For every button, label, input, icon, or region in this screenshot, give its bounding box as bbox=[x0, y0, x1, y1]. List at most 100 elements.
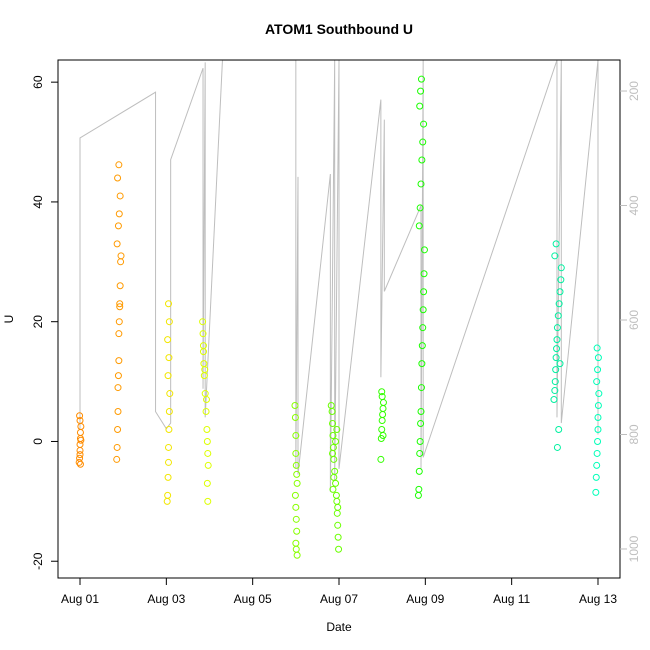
data-point bbox=[550, 396, 558, 404]
data-point bbox=[551, 378, 559, 386]
data-point bbox=[114, 425, 122, 433]
data-point bbox=[77, 422, 85, 430]
x-tick-label: Aug 11 bbox=[493, 592, 530, 606]
data-point bbox=[420, 120, 428, 128]
data-point bbox=[416, 449, 424, 457]
y2-tick-label: 800 bbox=[627, 424, 641, 444]
data-point bbox=[333, 425, 341, 433]
data-point bbox=[417, 180, 425, 188]
data-point bbox=[76, 460, 84, 468]
data-point bbox=[551, 252, 559, 260]
data-point bbox=[334, 503, 342, 511]
data-point bbox=[201, 366, 209, 374]
data-point bbox=[379, 411, 387, 419]
data-point bbox=[377, 455, 385, 463]
data-point bbox=[378, 425, 386, 433]
data-point bbox=[414, 491, 422, 499]
data-point bbox=[164, 336, 172, 344]
data-point bbox=[594, 425, 602, 433]
y-tick-label: 40 bbox=[31, 195, 45, 209]
data-point bbox=[200, 360, 208, 368]
data-point bbox=[593, 461, 601, 469]
data-point bbox=[552, 354, 560, 362]
data-point bbox=[199, 342, 207, 350]
data-point bbox=[417, 87, 425, 95]
data-point bbox=[593, 344, 601, 352]
data-point bbox=[334, 533, 342, 541]
data-point bbox=[557, 276, 565, 284]
data-point bbox=[164, 491, 172, 499]
data-point bbox=[291, 414, 299, 422]
data-point bbox=[163, 497, 171, 505]
y2-tick-label: 400 bbox=[627, 195, 641, 215]
data-point bbox=[165, 318, 173, 326]
data-point bbox=[293, 470, 301, 478]
y2-tick-label: 200 bbox=[627, 81, 641, 101]
data-point bbox=[200, 372, 208, 380]
data-point bbox=[204, 449, 212, 457]
data-point bbox=[114, 408, 122, 416]
x-tick-label: Aug 09 bbox=[406, 592, 444, 606]
data-point bbox=[77, 436, 85, 444]
data-point bbox=[76, 428, 84, 436]
data-point bbox=[117, 252, 125, 260]
data-point bbox=[328, 408, 336, 416]
data-point bbox=[292, 545, 300, 553]
data-point bbox=[332, 491, 340, 499]
data-point bbox=[329, 449, 337, 457]
data-point bbox=[165, 300, 173, 308]
data-point bbox=[332, 479, 340, 487]
data-point bbox=[204, 461, 212, 469]
data-point bbox=[555, 425, 563, 433]
data-point bbox=[593, 378, 601, 386]
y-tick-label: 20 bbox=[31, 315, 45, 329]
data-point bbox=[329, 419, 337, 427]
data-point bbox=[418, 342, 426, 350]
data-point bbox=[552, 240, 560, 248]
y-axis-label: U bbox=[2, 315, 16, 324]
data-point bbox=[115, 330, 123, 338]
data-point bbox=[551, 387, 559, 395]
x-tick-label: Aug 07 bbox=[320, 592, 358, 606]
data-point bbox=[292, 461, 300, 469]
data-point bbox=[202, 396, 210, 404]
data-point bbox=[165, 458, 173, 466]
data-point bbox=[553, 443, 561, 451]
y-tick-label: 60 bbox=[31, 75, 45, 89]
data-point bbox=[115, 210, 123, 218]
pressure-line bbox=[79, 60, 599, 492]
data-point bbox=[115, 318, 123, 326]
data-point bbox=[166, 390, 174, 398]
data-point bbox=[76, 417, 84, 425]
data-point bbox=[556, 288, 564, 296]
data-point bbox=[420, 270, 428, 278]
data-point bbox=[202, 408, 210, 416]
data-point bbox=[114, 372, 122, 380]
data-point bbox=[553, 324, 561, 332]
data-point bbox=[415, 485, 423, 493]
data-point bbox=[165, 443, 173, 451]
data-point bbox=[203, 479, 211, 487]
data-point bbox=[594, 402, 602, 410]
data-point bbox=[335, 545, 343, 553]
data-point bbox=[417, 75, 425, 83]
data-point bbox=[117, 258, 125, 266]
data-point bbox=[419, 324, 427, 332]
data-point bbox=[552, 366, 560, 374]
data-point bbox=[420, 288, 428, 296]
data-point bbox=[165, 425, 173, 433]
data-point bbox=[333, 509, 341, 517]
data-point bbox=[164, 372, 172, 380]
data-point bbox=[420, 246, 428, 254]
data-point bbox=[554, 312, 562, 320]
data-point bbox=[555, 300, 563, 308]
data-point bbox=[330, 455, 338, 463]
data-point bbox=[594, 437, 602, 445]
data-point bbox=[417, 419, 425, 427]
data-point bbox=[557, 264, 565, 272]
data-point bbox=[379, 405, 387, 413]
data-point bbox=[418, 360, 426, 368]
data-point bbox=[416, 204, 424, 212]
data-point bbox=[114, 174, 122, 182]
data-point bbox=[334, 521, 342, 529]
